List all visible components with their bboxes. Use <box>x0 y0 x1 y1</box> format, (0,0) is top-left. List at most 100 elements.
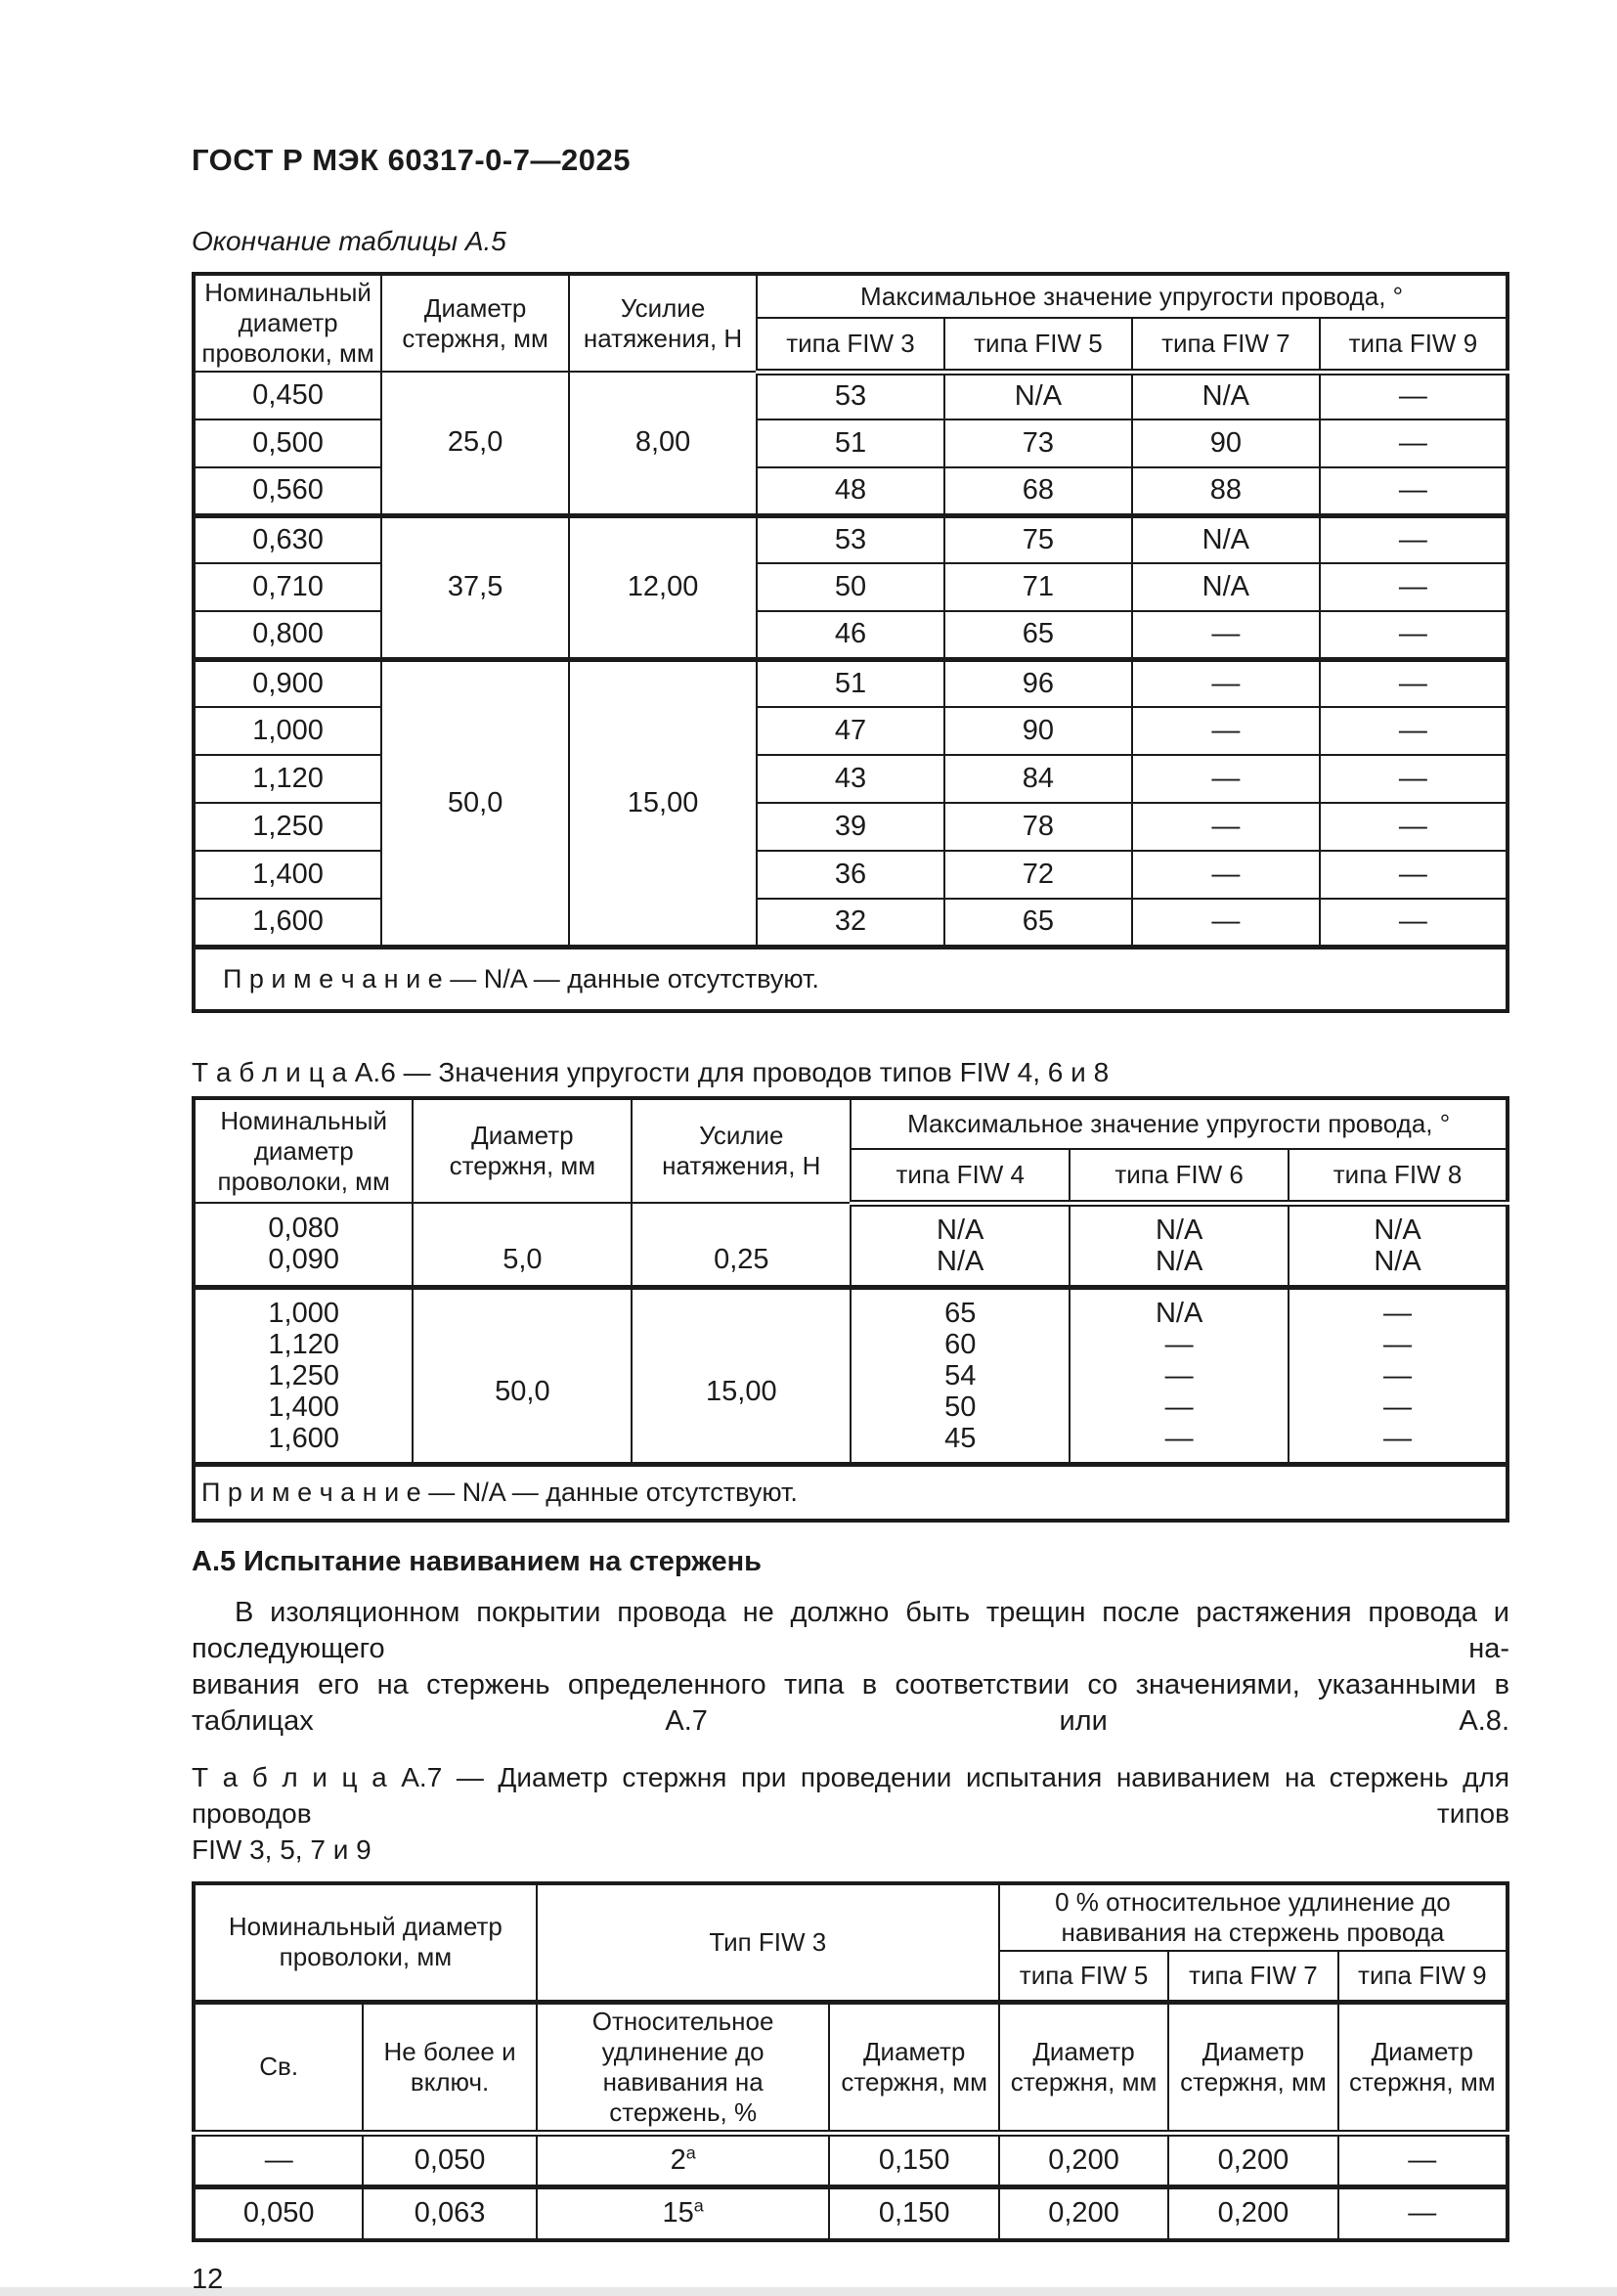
table-cell: 43 <box>756 754 945 804</box>
table-header-cell: Диаметр стержня, мм <box>1336 1999 1509 2137</box>
table-header-cell: Св. <box>192 1999 365 2137</box>
table-header-cell: Относительное удлинение до навивания на … <box>535 1999 831 2137</box>
table-cell: 15a <box>535 2186 831 2241</box>
table-cell: 90 <box>942 706 1133 756</box>
table-cell: 50,0 <box>412 1286 634 1467</box>
table-header-cell: типа FIW 3 <box>756 317 945 375</box>
table-cell: — <box>1318 754 1509 804</box>
table-cell: 0,560 <box>192 466 383 518</box>
table-note: П р и м е ч а н и е — N/A — данные отсут… <box>193 1463 1508 1522</box>
table-header-cell: Номинальный диаметр проволоки, мм <box>192 1097 415 1204</box>
table-cell: — <box>1130 658 1321 708</box>
table-cell: 1,000 1,120 1,250 1,400 1,600 <box>192 1286 415 1467</box>
table-cell: 53 <box>756 514 945 564</box>
table-cell: 15,00 <box>631 1286 852 1467</box>
table-a7: Номинальный диаметр проволоки, мм Тип FIW… <box>192 1881 1509 2242</box>
table-cell: 37,5 <box>380 514 571 662</box>
section-paragraph: В изоляционном покрытии провода не должн… <box>192 1595 1509 1740</box>
table-cell: N/A N/A <box>1069 1202 1290 1290</box>
table-cell: 0,200 <box>997 2186 1170 2241</box>
table-cell: N/A N/A <box>1288 1202 1508 1290</box>
table-cell: — <box>1318 706 1509 756</box>
table-cell: 0,050 <box>192 2186 365 2241</box>
table-cell: 65 <box>942 898 1133 949</box>
table-cell: 90 <box>1130 419 1321 468</box>
table-header-cell: типа FIW 7 <box>1130 317 1321 375</box>
table-cell: — <box>1318 658 1509 708</box>
table-header-cell: типа FIW 7 <box>1167 1950 1339 2003</box>
table-cell: — <box>1130 754 1321 804</box>
table-cell: 36 <box>756 850 945 900</box>
table-cell: N/A — — — — <box>1069 1286 1290 1467</box>
table-cell: — <box>1318 562 1509 612</box>
table-cell: — <box>1318 371 1509 420</box>
table-header-cell: Тип FIW 3 <box>535 1882 1000 2003</box>
table-cell: 0,630 <box>192 514 383 564</box>
table-cell: 0,800 <box>192 610 383 662</box>
paragraph-line: вивания его на стержень определенного ти… <box>192 1669 1509 1737</box>
table-cell: — <box>1318 850 1509 900</box>
table-a6-container: Номинальный диаметр проволоки, мм Диаметр… <box>192 1096 1509 1523</box>
table-cell: 0,050 <box>362 2132 538 2189</box>
table-header-cell: Диаметр стержня, мм <box>412 1097 634 1204</box>
table-header-cell: типа FIW 5 <box>942 317 1133 375</box>
table-cell: 68 <box>942 466 1133 518</box>
section-heading-a5: А.5 Испытание навиванием на стержень <box>192 1546 762 1577</box>
page-number: 12 <box>192 2264 224 2295</box>
table-header-cell: Диаметр стержня, мм <box>997 1999 1170 2137</box>
table-cell: 0,200 <box>997 2132 1170 2189</box>
table-cell: — <box>1130 706 1321 756</box>
table-header-cell: Усилие натяжения, Н <box>568 273 759 373</box>
table-cell: — <box>1318 466 1509 518</box>
table-cell: — <box>1130 610 1321 662</box>
table-a6-caption: Т а б л и ц а А.6 — Значения упругости д… <box>192 1057 1110 1087</box>
table-header-cell: Диаметр стержня, мм <box>1167 1999 1339 2137</box>
table-cell: 0,500 <box>192 419 383 468</box>
table-header-cell: типа FIW 5 <box>997 1950 1170 2003</box>
document-title: ГОСТ Р МЭК 60317-0-7—2025 <box>192 143 631 177</box>
table-header-cell: 0 % относительное удлинение до навивания… <box>997 1882 1509 1952</box>
table-header-cell: типа FIW 6 <box>1069 1148 1290 1207</box>
table-header-cell: Максимальное значение упругости провода,… <box>850 1097 1508 1150</box>
table-cell: 75 <box>942 514 1133 564</box>
table-cell: N/A <box>1130 562 1321 612</box>
table-cell: — — — — — <box>1288 1286 1508 1467</box>
table-cell: — <box>1318 802 1509 852</box>
table-a7-container: Номинальный диаметр проволоки, мм Тип FIW… <box>192 1881 1509 2242</box>
table-cell: 53 <box>756 371 945 420</box>
table-cell: 46 <box>756 610 945 662</box>
table-cell: 0,200 <box>1167 2132 1339 2189</box>
table-cell: N/A <box>942 371 1133 420</box>
table-cell: — <box>1318 898 1509 949</box>
table-cell: 84 <box>942 754 1133 804</box>
table-cell: — <box>1336 2132 1509 2189</box>
table-cell: 32 <box>756 898 945 949</box>
table-cell: — <box>1318 514 1509 564</box>
table-cell: — <box>1130 850 1321 900</box>
table-cell: 5,0 <box>412 1202 634 1290</box>
table-cell: 1,250 <box>192 802 383 852</box>
table-cell: 72 <box>942 850 1133 900</box>
table-cell: 12,00 <box>568 514 759 662</box>
caption-line: FIW 3, 5, 7 и 9 <box>192 1834 371 1865</box>
table-cell: 1,600 <box>192 898 383 949</box>
caption-line: Т а б л и ц а А.7 — Диаметр стержня при … <box>192 1762 1509 1829</box>
table-cell: 78 <box>942 802 1133 852</box>
table-cell: 0,150 <box>828 2132 1000 2189</box>
table-header-cell: Не более и включ. <box>362 1999 538 2137</box>
table-cell: 39 <box>756 802 945 852</box>
table-cell: 65 <box>942 610 1133 662</box>
table-cell: — <box>1318 419 1509 468</box>
table-cell: — <box>1318 610 1509 662</box>
table-cell: 65 60 54 50 45 <box>850 1286 1071 1467</box>
table-cell: 1,400 <box>192 850 383 900</box>
table-cell: 25,0 <box>380 371 571 518</box>
table-cell: 50 <box>756 562 945 612</box>
table-cell: 51 <box>756 419 945 468</box>
table-header-cell: Диаметр стержня, мм <box>828 1999 1000 2137</box>
table-header-cell: Номинальный диаметр проволоки, мм <box>193 1882 538 2003</box>
table-cell: 0,080 0,090 <box>192 1202 415 1290</box>
table-cell: — <box>1336 2186 1509 2241</box>
table-cell: N/A <box>1130 514 1321 564</box>
table-cell: 0,900 <box>192 658 383 708</box>
